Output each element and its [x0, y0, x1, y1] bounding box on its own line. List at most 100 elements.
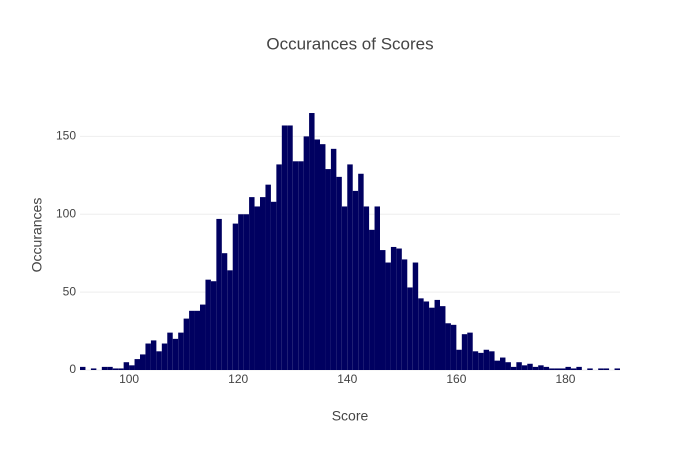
bar [134, 359, 140, 370]
y-tick-label: 150 [56, 129, 76, 143]
bar [243, 214, 250, 370]
bar [336, 176, 342, 370]
bar [565, 366, 571, 370]
x-axis-label: Score [332, 408, 369, 424]
bar [570, 368, 577, 370]
bar [101, 366, 108, 370]
bar [216, 218, 222, 370]
bar [205, 279, 211, 370]
bar [445, 323, 451, 370]
bar [270, 201, 277, 370]
x-tick-label: 100 [119, 372, 139, 386]
bar [527, 363, 533, 370]
bar [467, 332, 473, 370]
bar [369, 229, 375, 370]
bar [412, 262, 419, 370]
bar [227, 270, 233, 370]
bar [401, 259, 408, 370]
bar [390, 246, 397, 370]
bar [374, 206, 380, 370]
bar [330, 148, 337, 370]
bar [341, 206, 348, 370]
bar [456, 349, 462, 370]
y-tick-label: 50 [63, 284, 77, 298]
bar [112, 368, 119, 370]
bar [510, 366, 517, 370]
bar [265, 184, 271, 370]
bar [560, 368, 566, 370]
bar [505, 362, 511, 370]
chart-title: Occurances of Scores [266, 34, 433, 53]
bar [543, 366, 550, 370]
bar [80, 366, 86, 370]
y-tick-label: 100 [56, 206, 76, 220]
bar [434, 299, 440, 370]
bar [161, 343, 168, 370]
bar [298, 161, 304, 370]
bar [194, 310, 200, 370]
bar [358, 173, 364, 370]
bar [325, 169, 331, 370]
bar [118, 368, 124, 370]
bar [478, 352, 484, 370]
y-tick-label: 0 [69, 362, 76, 376]
bar [292, 161, 299, 370]
bar [576, 366, 582, 370]
bar [423, 301, 430, 370]
bar [352, 190, 359, 370]
bar [472, 351, 479, 370]
bar [281, 125, 288, 370]
bar [129, 365, 135, 370]
bar [532, 366, 539, 370]
bar [407, 287, 413, 370]
bar [347, 164, 353, 370]
bar [603, 368, 610, 370]
bar [494, 360, 500, 370]
bar [429, 307, 435, 370]
bar [418, 298, 424, 370]
bar [107, 366, 113, 370]
bar [385, 262, 391, 370]
bar [287, 125, 293, 370]
bar [598, 368, 604, 370]
bar [221, 253, 228, 370]
bar [90, 368, 97, 370]
bar [210, 281, 217, 370]
bar [260, 197, 266, 370]
bar [521, 365, 528, 370]
bar [303, 136, 310, 370]
bar [500, 357, 506, 370]
bar [538, 365, 544, 370]
bar [450, 324, 457, 370]
bar [254, 206, 260, 370]
bar [314, 139, 320, 370]
bar [614, 368, 620, 370]
y-axis-label: Occurances [29, 198, 45, 273]
x-tick-label: 160 [446, 372, 466, 386]
bar [587, 368, 593, 370]
bar [440, 306, 446, 370]
bar [396, 248, 402, 370]
bar [549, 368, 555, 370]
x-tick-label: 140 [337, 372, 357, 386]
bar [249, 197, 255, 370]
bar [150, 340, 157, 370]
bar [172, 338, 179, 370]
bar [276, 164, 282, 370]
bar [489, 351, 495, 370]
bar [200, 304, 206, 370]
bar [363, 206, 370, 370]
bar [461, 334, 468, 370]
bar [183, 318, 190, 370]
bar [178, 332, 184, 370]
bar [380, 250, 386, 370]
x-tick-label: 180 [555, 372, 575, 386]
bar [145, 343, 151, 370]
bar [189, 310, 195, 370]
bar [123, 362, 130, 370]
bar [140, 354, 146, 370]
bar [320, 144, 326, 370]
bar [483, 349, 490, 370]
bar [554, 368, 560, 370]
bar [238, 214, 244, 370]
